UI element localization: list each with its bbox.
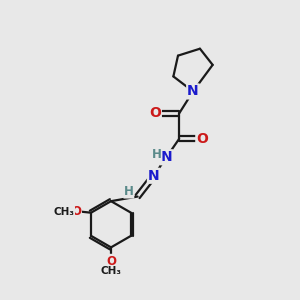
Text: H: H xyxy=(124,185,134,198)
Text: O: O xyxy=(149,106,161,120)
Text: O: O xyxy=(106,255,116,268)
Text: H: H xyxy=(152,148,162,161)
Text: CH₃: CH₃ xyxy=(53,207,74,217)
Text: N: N xyxy=(148,169,160,183)
Text: O: O xyxy=(71,205,81,218)
Text: N: N xyxy=(187,84,199,98)
Text: N: N xyxy=(160,150,172,164)
Text: O: O xyxy=(196,132,208,146)
Text: CH₃: CH₃ xyxy=(100,266,122,276)
